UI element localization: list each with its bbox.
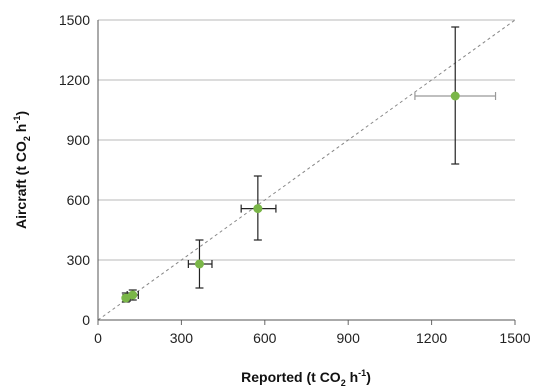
data-point [128,290,138,300]
error-bars [121,26,497,303]
x-tick-label: 300 [170,330,194,346]
y-axis-label: Aircraft (t CO2 h-1) [12,111,32,229]
x-axis-label: Reported (t CO2 h-1) [241,368,371,387]
reference-line-group [97,19,516,321]
y-tick-label: 300 [67,252,91,268]
y-tick-label: 1200 [59,72,90,88]
data-point [450,91,460,101]
y-tick-label: 0 [82,312,90,328]
one-to-one-line [97,19,516,321]
y-tick-label: 900 [67,132,91,148]
x-tick-label: 1200 [416,330,447,346]
x-tick-labels: 0 300 600 900 1200 1500 [94,330,531,346]
y-tick-label: 1500 [59,12,90,28]
data-point [194,259,204,269]
data-point [253,204,263,214]
grid-lines [98,19,515,261]
x-tick-label: 0 [94,330,102,346]
data-point [121,293,131,303]
data-points [121,91,460,303]
x-tick-label: 900 [337,330,361,346]
y-tick-label: 600 [67,192,91,208]
x-tick-label: 600 [253,330,277,346]
y-tick-labels: 0 300 600 900 1200 1500 [59,12,90,328]
axes [97,20,516,325]
x-tick-label: 1500 [499,330,530,346]
